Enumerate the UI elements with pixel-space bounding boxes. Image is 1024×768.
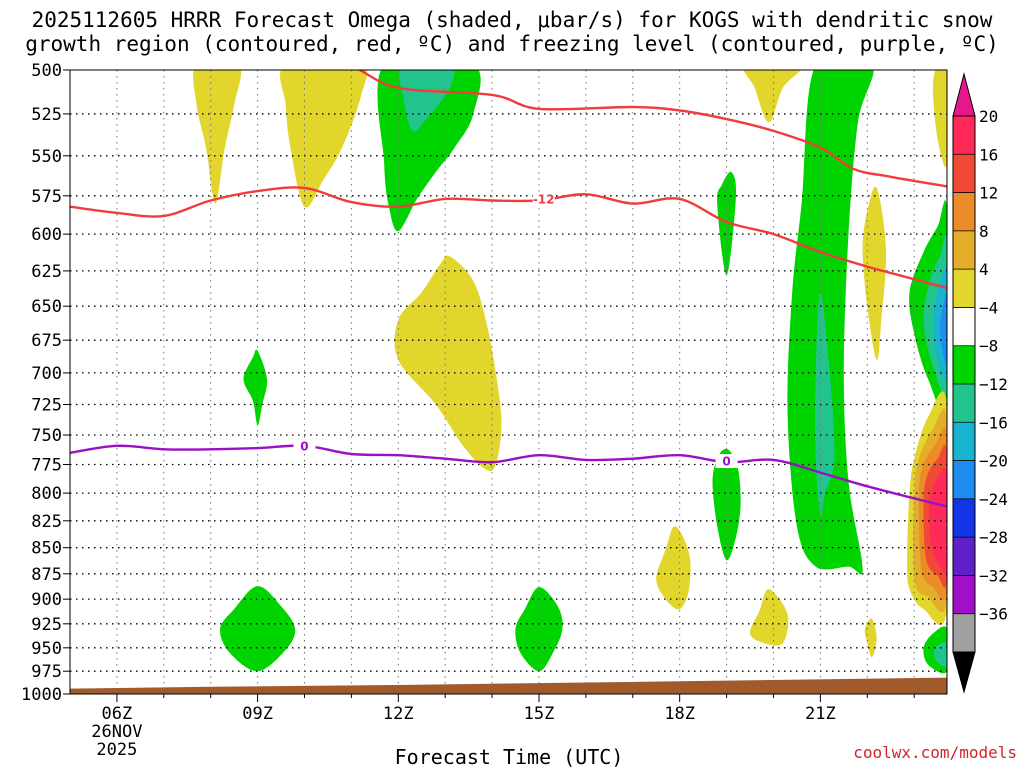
colorbar-top-arrow [952,72,976,117]
colorbar-band-11 [953,537,975,576]
y-tick-label-500: 500 [31,61,62,81]
y-tick-label-725: 725 [31,395,62,415]
omega-region-lift-11z-12z-upper [377,70,481,232]
y-tick-label-625: 625 [31,262,62,282]
colorbar-label-0: 20 [979,107,998,126]
colorbar-label-11: −28 [979,528,1008,547]
colorbar-label-8: −16 [979,413,1008,432]
omega-region-sink-23z-low-e [928,467,947,574]
colorbar-band-1 [953,154,975,194]
colorbar: 20 16 12 8 4 −4 −8 −12 −16 −20 −24 −28 −32 −36 [952,72,1008,694]
x-tick-label-21Z: 21Z [805,704,836,724]
colorbar-band-2 [953,192,975,232]
omega-shading [70,70,947,694]
y-tick-label-850: 850 [31,539,62,559]
y-tick-label-950: 950 [31,639,62,659]
colorbar-band-12 [953,575,975,615]
omega-region-lift-21z-band [787,70,874,575]
colorbar-band-7 [953,384,975,423]
chart-title-line2: growth region (contoured, red, ºC) and f… [25,32,999,56]
freezing-line-label-a-bg [293,438,316,453]
omega-region-sink-20z-low [749,589,789,646]
colorbar-label-1: 16 [979,145,998,164]
colorbar-label-4: 4 [979,260,989,279]
freezing-line-label-b-bg [715,454,738,469]
credit-link[interactable]: coolwx.com/models [853,743,1017,762]
colorbar-band-5 [953,307,975,347]
colorbar-band-9 [953,460,975,500]
omega-region-lift-19z-upper [717,171,737,276]
y-tick-label-600: 600 [31,225,62,245]
omega-region-lift-09z-mid [243,349,268,426]
colorbar-band-0 [953,116,975,155]
x-tick-year: 2025 [96,740,137,760]
y-tick-label-775: 775 [31,456,62,476]
y-tick-label-650: 650 [31,297,62,317]
dendritic-line-upper [357,70,947,188]
colorbar-band-3 [953,230,975,270]
omega-region-sink-13z-mid [394,255,502,472]
y-tick-label-700: 700 [31,364,62,384]
x-tick-label-15Z: 15Z [524,704,555,724]
y-tick-label-825: 825 [31,512,62,532]
colorbar-band-4 [953,269,975,308]
y-tick-label-675: 675 [31,331,62,351]
dendritic-line-label: -12 [533,192,555,206]
colorbar-band-13 [953,613,975,653]
y-tick-label-925: 925 [31,615,62,635]
freezing-line-label-a: 0 [300,439,308,453]
contour-lines [70,70,947,508]
omega-region-sink-22z-tiny [864,618,877,658]
colorbar-label-6: −8 [979,337,998,356]
omega-region-lift-19z [712,448,741,561]
x-tick-label-12Z: 12Z [383,704,414,724]
colorbar-label-3: 8 [979,222,989,241]
y-tick-label-525: 525 [31,105,62,125]
colorbar-label-9: −20 [979,452,1008,471]
x-tick-label-18Z: 18Z [664,704,695,724]
omega-region-lift-23z-mid-d [939,292,947,366]
chart-title-line1: 2025112605 HRRR Forecast Omega (shaded, … [32,8,993,32]
freezing-line [70,444,947,508]
colorbar-label-13: −36 [979,605,1008,624]
colorbar-label-7: −12 [979,375,1008,394]
x-tick-label-06Z: 06Z [102,704,133,724]
omega-region-lift-23z-bottom-core [933,642,947,668]
y-axis: 500 525 550 575 600 625 650 675 700 725 750 775 800 8… [21,61,70,705]
y-tick-label-900: 900 [31,590,62,610]
y-tick-label-800: 800 [31,484,62,504]
colorbar-band-10 [953,498,975,538]
colorbar-band-6 [953,345,975,385]
y-tick-label-875: 875 [31,565,62,585]
colorbar-label-5: −4 [979,298,998,317]
y-tick-label-750: 750 [31,426,62,446]
omega-region-sink-22z-upper [862,186,887,361]
dendritic-line-label-bg [532,191,555,206]
plot-frame [69,69,948,695]
y-tick-label-575: 575 [31,187,62,207]
x-axis-label: Forecast Time (UTC) [395,745,624,768]
terrain-fill [70,677,947,694]
colorbar-band-8 [953,422,975,462]
omega-region-sink-23z-top [932,70,947,168]
omega-region-sink-20z-top [743,70,801,123]
omega-region-sink-18z-low [656,526,691,610]
freezing-line-label-b: 0 [722,455,730,469]
omega-region-lift-12z-upper-core [399,70,455,132]
y-tick-label-975: 975 [31,662,62,682]
colorbar-label-2: 12 [979,184,998,203]
colorbar-label-10: −24 [979,490,1008,509]
colorbar-bottom-arrow [952,651,976,694]
omega-region-sink-08z [193,70,242,204]
colorbar-label-12: −32 [979,566,1008,585]
y-tick-label-1000: 1000 [21,685,62,705]
x-tick-date: 26NOV [91,722,142,742]
grid-lines [70,70,947,694]
y-tick-label-550: 550 [31,147,62,167]
dendritic-line-lower [70,186,947,290]
x-tick-label-09Z: 09Z [242,704,273,724]
omega-region-sink-10z [280,70,368,208]
